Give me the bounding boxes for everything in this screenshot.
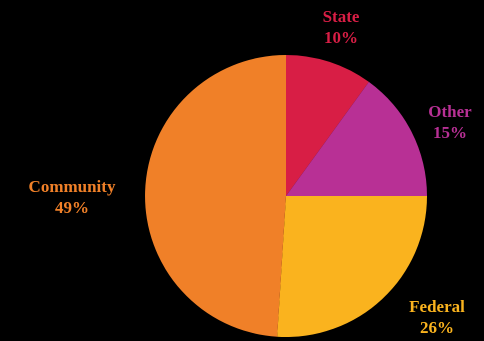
slice-percent-other: 15% (433, 123, 467, 142)
pie-slices (145, 55, 427, 337)
pie-slice-federal (277, 196, 427, 337)
pie-labels: State 10% Other 15% Federal 26% Community 49% (29, 7, 473, 337)
slice-label-community: Community 49% (29, 177, 116, 217)
slice-percent-community: 49% (55, 198, 89, 217)
slice-label-state: State 10% (323, 7, 360, 47)
slice-name-community: Community (29, 177, 116, 196)
slice-name-federal: Federal (409, 297, 465, 316)
slice-percent-federal: 26% (420, 318, 454, 337)
pie-slice-other (286, 81, 427, 196)
slice-percent-state: 10% (324, 28, 358, 47)
pie-slice-community (145, 55, 286, 337)
slice-name-state: State (323, 7, 360, 26)
pie-slice-state (286, 55, 369, 196)
slice-label-federal: Federal 26% (409, 297, 465, 337)
slice-label-other: Other 15% (428, 102, 472, 142)
slice-name-other: Other (428, 102, 472, 121)
